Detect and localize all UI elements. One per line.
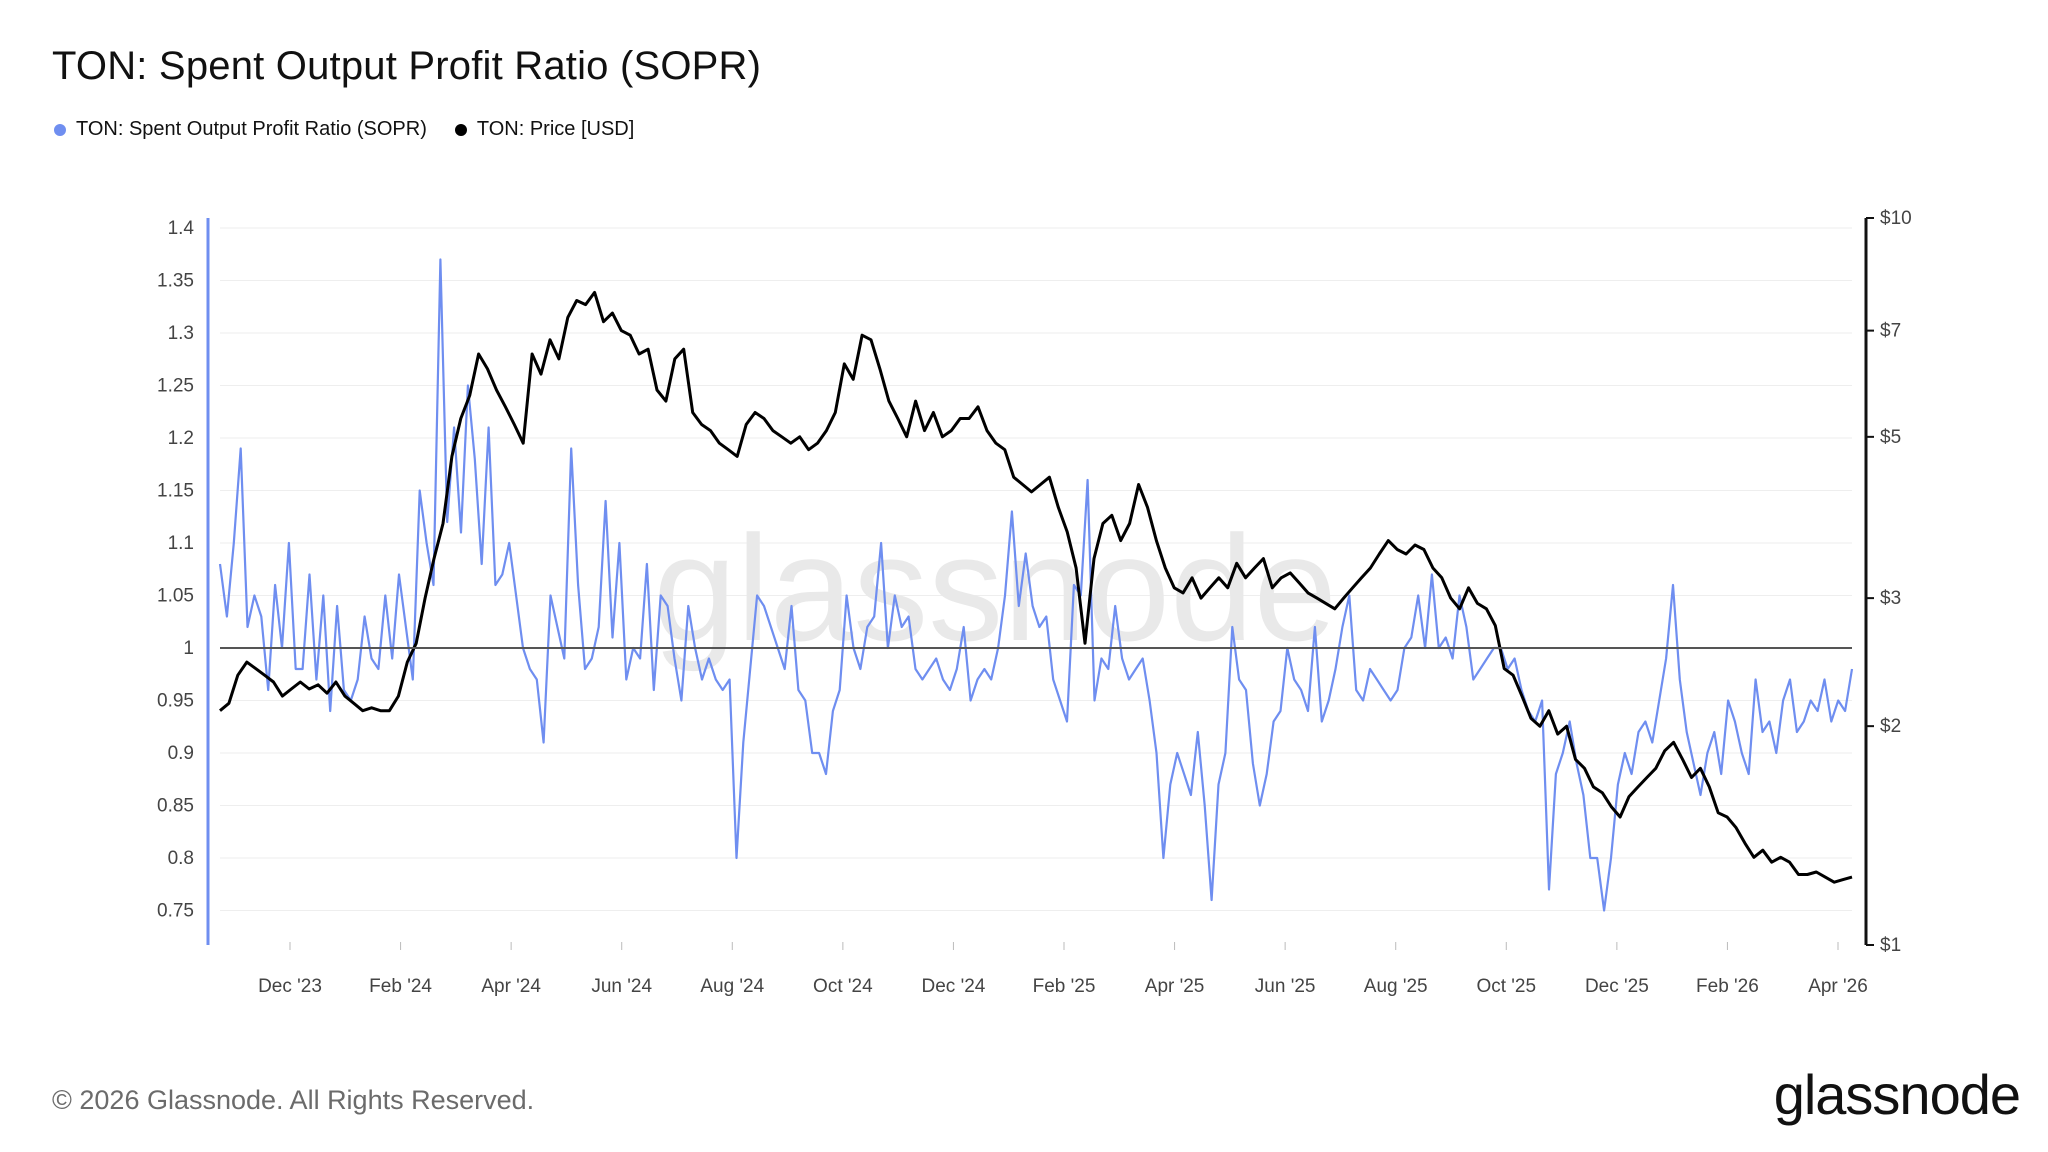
grid	[220, 227, 1852, 911]
y-left-tick-label: 0.85	[157, 796, 194, 817]
brand-logo: glassnode	[1773, 1063, 2021, 1126]
y-right-tick-label: $1	[1880, 935, 1901, 956]
legend-item-price[interactable]: TON: Price [USD]	[454, 118, 635, 141]
y-right-tick-label: $5	[1880, 427, 1901, 448]
y-left-tick-label: 0.8	[168, 848, 194, 869]
x-tick-label: Oct '25	[1476, 976, 1536, 997]
y-left-tick-label: 1.2	[168, 428, 194, 449]
legend-item-sopr[interactable]: TON: Spent Output Profit Ratio (SOPR)	[54, 118, 427, 141]
x-tick-label: Feb '24	[369, 976, 432, 997]
y-left-tick-label: 0.9	[168, 743, 194, 764]
legend-label-sopr: TON: Spent Output Profit Ratio (SOPR)	[76, 118, 427, 140]
y-right-tick-label: $3	[1880, 588, 1901, 609]
chart-title: TON: Spent Output Profit Ratio (SOPR)	[52, 44, 762, 88]
y-right-tick-label: $10	[1880, 208, 1912, 229]
y-left-tick-label: 1.25	[157, 376, 194, 397]
y-left-tick-label: 1.05	[157, 586, 194, 607]
x-tick-label: Apr '25	[1145, 976, 1205, 997]
x-tick-label: Dec '24	[922, 976, 986, 997]
x-tick-label: Feb '25	[1033, 976, 1096, 997]
x-tick-label: Apr '26	[1808, 976, 1868, 997]
x-tick-label: Jun '25	[1255, 976, 1316, 997]
x-tick-label: Aug '24	[700, 976, 764, 997]
y-left-tick-label: 1	[183, 638, 194, 659]
price-line	[219, 290, 1853, 884]
y-left-tick-label: 1.4	[168, 218, 195, 239]
legend-dot-price	[454, 123, 467, 136]
x-tick-label: Oct '24	[813, 976, 873, 997]
copyright-footer: © 2026 Glassnode. All Rights Reserved.	[52, 1085, 535, 1115]
x-tick-label: Apr '24	[481, 976, 541, 997]
y-right-tick-label: $2	[1880, 716, 1901, 737]
axes: 1.4 1.35 1.3 1.25 1.2 1.15 1.1 1.05 1 0.95 0.9 0.85…	[157, 208, 1912, 997]
x-tick-label: Dec '23	[258, 976, 322, 997]
watermark: glassnode	[653, 504, 1337, 672]
y-left-tick-label: 0.75	[157, 901, 194, 922]
sopr-line	[218, 258, 1854, 912]
x-tick-label: Jun '24	[591, 976, 652, 997]
x-tick-label: Aug '25	[1364, 976, 1428, 997]
y-left-tick-label: 1.35	[157, 271, 194, 292]
x-tick-label: Feb '26	[1696, 976, 1759, 997]
legend: TON: Spent Output Profit Ratio (SOPR) TO…	[54, 118, 634, 141]
legend-dot-sopr	[54, 123, 66, 136]
y-right-tick-label: $7	[1880, 321, 1901, 342]
legend-label-price: TON: Price [USD]	[476, 118, 635, 140]
y-left-tick-label: 1.1	[168, 533, 194, 554]
series	[218, 258, 1854, 912]
y-left-tick-label: 1.3	[168, 323, 194, 344]
y-left-tick-label: 0.95	[157, 691, 194, 712]
x-tick-label: Dec '25	[1585, 976, 1649, 997]
y-left-tick-label: 1.15	[157, 481, 194, 502]
